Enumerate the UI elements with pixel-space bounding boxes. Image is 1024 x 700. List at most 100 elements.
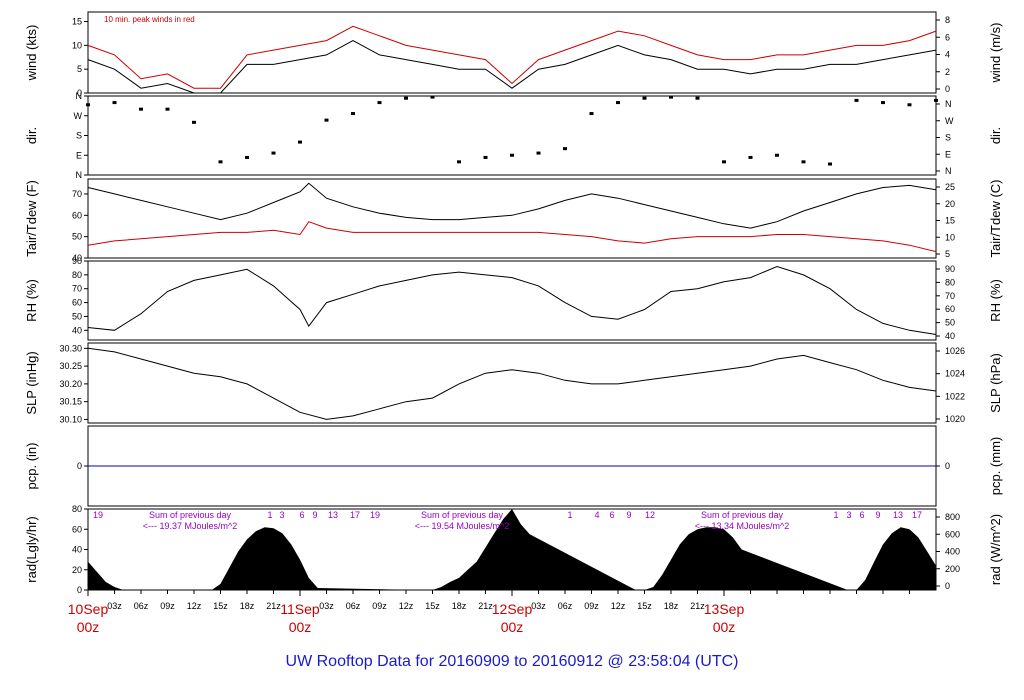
x-tick-label: 12z — [187, 601, 202, 611]
ylabel-left: dir. — [24, 127, 39, 144]
left-tick-label: 60 — [72, 210, 82, 220]
data-point — [695, 96, 700, 100]
data-point — [351, 112, 355, 116]
ylabel-left: Tair/Tdew (F) — [24, 180, 39, 257]
data-point — [271, 151, 276, 155]
x-tick-label: 15z — [213, 601, 228, 611]
left-tick-label: 70 — [72, 284, 82, 294]
right-tick-label: 600 — [945, 529, 960, 539]
panel-frame — [87, 178, 937, 259]
right-tick-label: 80 — [945, 277, 955, 287]
x-tick-label: 15z — [425, 601, 440, 611]
left-tick-label: 60 — [72, 524, 82, 534]
left-tick-label: 15 — [72, 17, 82, 27]
panel-temp: 40 50 60 70 5 10 15 20 25 Tair/Tdew (F) Tair/Tdew … — [24, 178, 1003, 263]
right-tick-label: 90 — [945, 264, 955, 274]
date-label-day: 10Sep — [68, 601, 109, 617]
left-tick-label: 20 — [72, 565, 82, 575]
sum-note-line2: <--- 13.34 MJoules/m^2 — [695, 521, 790, 531]
solar-hour-label: 6 — [299, 510, 304, 520]
solar-hour-label: 12 — [645, 510, 655, 520]
solar-hour-label: 19 — [93, 510, 103, 520]
right-tick-label: 0 — [945, 461, 950, 471]
data-point — [801, 160, 806, 164]
ylabel-left: RH (%) — [24, 279, 39, 322]
panel-frame — [87, 11, 937, 94]
data-point — [669, 95, 673, 99]
panel-wind: 0 5 10 15 0 2 4 6 8 wind (kts) wind (m/s) 10 min. p… — [24, 11, 1003, 98]
data-point — [324, 118, 329, 122]
right-tick-label: 1020 — [945, 414, 965, 424]
date-label-day: 12Sep — [492, 601, 533, 617]
ylabel-left: pcp. (in) — [24, 443, 39, 490]
right-tick-label: N — [945, 166, 952, 176]
data-point — [404, 96, 408, 100]
left-tick-label: 0 — [77, 88, 82, 98]
left-tick-label: 10 — [72, 40, 82, 50]
left-tick-label: E — [76, 150, 82, 160]
data-point — [86, 103, 90, 107]
solar-hour-label: 1 — [833, 510, 838, 520]
x-tick-label: 15z — [637, 601, 652, 611]
data-point — [430, 95, 435, 99]
left-tick-label: S — [76, 131, 82, 141]
right-tick-label: 6 — [945, 32, 950, 42]
solar-hour-label: 17 — [912, 510, 922, 520]
solar-hour-label: 13 — [328, 510, 338, 520]
right-tick-label: 2 — [945, 67, 950, 77]
right-tick-label: 25 — [945, 182, 955, 192]
right-tick-label: 0 — [945, 581, 950, 591]
x-tick-label: 21z — [266, 601, 281, 611]
solar-hour-label: 9 — [875, 510, 880, 520]
x-tick-label: 09z — [584, 601, 599, 611]
data-point — [483, 155, 488, 159]
solar-hour-label: 1 — [267, 510, 272, 520]
right-tick-label: 50 — [945, 318, 955, 328]
left-tick-label: 50 — [72, 232, 82, 242]
date-label-day: 13Sep — [704, 601, 745, 617]
series-temp-1 — [87, 221, 937, 253]
solar-hour-label: 3 — [279, 510, 284, 520]
series-wind-1 — [87, 25, 937, 89]
left-tick-label: N — [76, 91, 83, 101]
series-line — [87, 221, 937, 253]
series-temp-0 — [87, 182, 937, 229]
panel-frame — [87, 260, 937, 341]
right-tick-label: 400 — [945, 547, 960, 557]
solar-hour-label: 6 — [609, 510, 614, 520]
solar-hour-label: 4 — [594, 510, 599, 520]
right-tick-label: 1026 — [945, 346, 965, 356]
x-tick-label: 09z — [160, 601, 175, 611]
solar-hour-label: 3 — [846, 510, 851, 520]
data-point — [828, 162, 832, 166]
left-tick-label: 90 — [72, 256, 82, 266]
x-tick-label: 03z — [107, 601, 122, 611]
left-tick-label: 60 — [72, 298, 82, 308]
x-tick-label: 18z — [452, 601, 467, 611]
ylabel-right: pcp. (mm) — [988, 437, 1003, 496]
date-label-hour: 00z — [713, 619, 736, 635]
data-point — [722, 160, 726, 164]
series-line — [87, 182, 937, 229]
data-point — [112, 101, 117, 105]
right-tick-label: 10 — [945, 232, 955, 242]
ylabel-left: wind (kts) — [24, 25, 39, 82]
series-line — [87, 25, 937, 89]
right-tick-label: 4 — [945, 50, 950, 60]
data-point — [510, 153, 514, 157]
x-tick-label: 12z — [399, 601, 414, 611]
data-point — [934, 98, 938, 102]
data-point — [139, 107, 143, 111]
data-point — [881, 101, 885, 105]
ylabel-right: RH (%) — [988, 279, 1003, 322]
left-tick-label: 40 — [72, 545, 82, 555]
left-tick-label: 30.30 — [59, 343, 82, 353]
sum-note-line1: Sum of previous day — [421, 510, 504, 520]
left-tick-label: 30.10 — [59, 414, 82, 424]
left-tick-label: W — [74, 111, 83, 121]
ylabel-left: rad(Lgly/hr) — [24, 516, 39, 582]
right-tick-label: 1022 — [945, 391, 965, 401]
